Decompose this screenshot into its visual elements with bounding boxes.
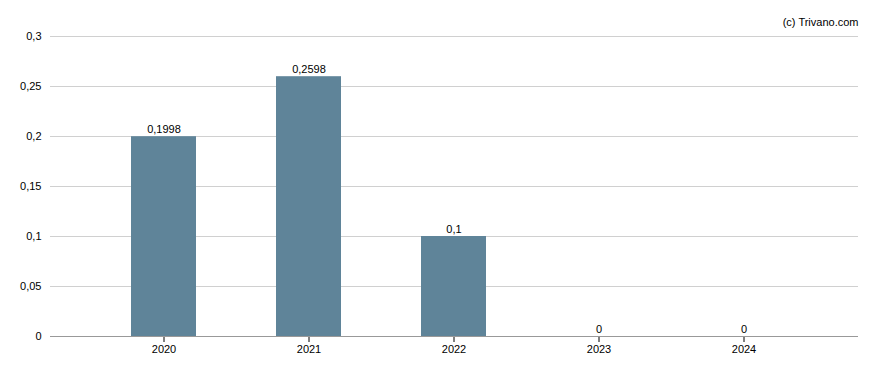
svg-text:(c) Trivano.com: (c) Trivano.com: [783, 16, 859, 28]
svg-text:2020: 2020: [152, 343, 176, 355]
svg-text:0,1: 0,1: [26, 230, 41, 242]
svg-text:0,3: 0,3: [26, 30, 41, 42]
svg-text:0,25: 0,25: [20, 80, 41, 92]
svg-text:0,1: 0,1: [446, 223, 461, 235]
svg-text:0: 0: [741, 323, 747, 335]
svg-text:0,2598: 0,2598: [292, 63, 326, 75]
svg-text:0,05: 0,05: [20, 280, 41, 292]
svg-text:0,2: 0,2: [26, 130, 41, 142]
svg-text:2022: 2022: [442, 343, 466, 355]
svg-text:2023: 2023: [587, 343, 611, 355]
svg-text:2021: 2021: [297, 343, 321, 355]
svg-text:0,15: 0,15: [20, 180, 41, 192]
svg-text:2024: 2024: [732, 343, 756, 355]
svg-text:0: 0: [35, 330, 41, 342]
svg-text:0,1998: 0,1998: [147, 123, 181, 135]
svg-text:0: 0: [596, 323, 602, 335]
